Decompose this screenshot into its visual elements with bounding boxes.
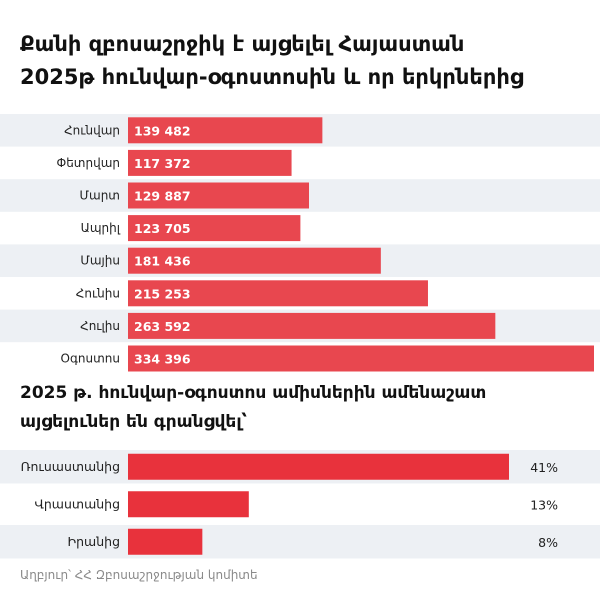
country-bar-2 xyxy=(128,491,249,518)
source-note: Աղբյուր՝ ՀՀ Զբոսաշրջության կոմիտե xyxy=(20,568,258,582)
countries-subtitle-line-1: 2025 թ. հունվար-օգոստոս ամիսներին ամենաշ… xyxy=(20,383,487,403)
chart-title: Քանի զբոսաշրջիկ է այցելել Հայաստան 2025թ… xyxy=(20,28,590,94)
category-label: Օգոստոս xyxy=(61,352,120,366)
category-label: Փետրվար xyxy=(56,156,120,170)
category-label: Մարտ xyxy=(80,189,120,203)
value-label: 139 482 xyxy=(134,123,191,138)
percent-label: 41% xyxy=(530,460,558,475)
percent-label: 8% xyxy=(538,535,558,550)
category-label: Հունիս xyxy=(76,286,120,300)
value-label: 181 436 xyxy=(134,254,191,269)
countries-subtitle: 2025 թ. հունվար-օգոստոս ամիսներին ամենաշ… xyxy=(20,379,590,437)
value-label: 117 372 xyxy=(134,156,191,171)
country-bar-3 xyxy=(128,528,203,555)
value-label: 334 396 xyxy=(134,352,191,367)
bar-7 xyxy=(128,312,496,339)
category-label: Հունվար xyxy=(64,123,120,137)
category-label: Ապրիլ xyxy=(81,221,121,235)
row-band xyxy=(0,525,600,559)
bar-2 xyxy=(128,149,292,176)
value-label: 215 253 xyxy=(134,286,191,301)
value-label: 123 705 xyxy=(134,221,191,236)
chart-title-line-2: 2025թ հունվար-օգոստոսին և որ երկրներից xyxy=(20,65,524,89)
country-label: Ռուսաստանից xyxy=(21,459,120,474)
chart-title-line-1: Քանի զբոսաշրջիկ է այցելել Հայաստան xyxy=(20,32,465,56)
value-label: 263 592 xyxy=(134,319,191,334)
country-label: Իրանից xyxy=(68,534,121,549)
bar-4 xyxy=(128,215,301,242)
country-label: Վրաստանից xyxy=(34,496,120,511)
bar-5 xyxy=(128,247,381,274)
bar-6 xyxy=(128,280,428,307)
bar-1 xyxy=(128,117,323,144)
bar-8 xyxy=(128,345,594,372)
value-label: 129 887 xyxy=(134,189,191,204)
country-bar-1 xyxy=(128,453,509,480)
category-label: Մայիս xyxy=(80,254,120,268)
percent-label: 13% xyxy=(530,497,558,512)
category-label: Հուլիս xyxy=(80,319,120,333)
bar-3 xyxy=(128,182,310,209)
countries-subtitle-line-2: այցելուներ են գրանցվել՝ xyxy=(20,412,247,432)
